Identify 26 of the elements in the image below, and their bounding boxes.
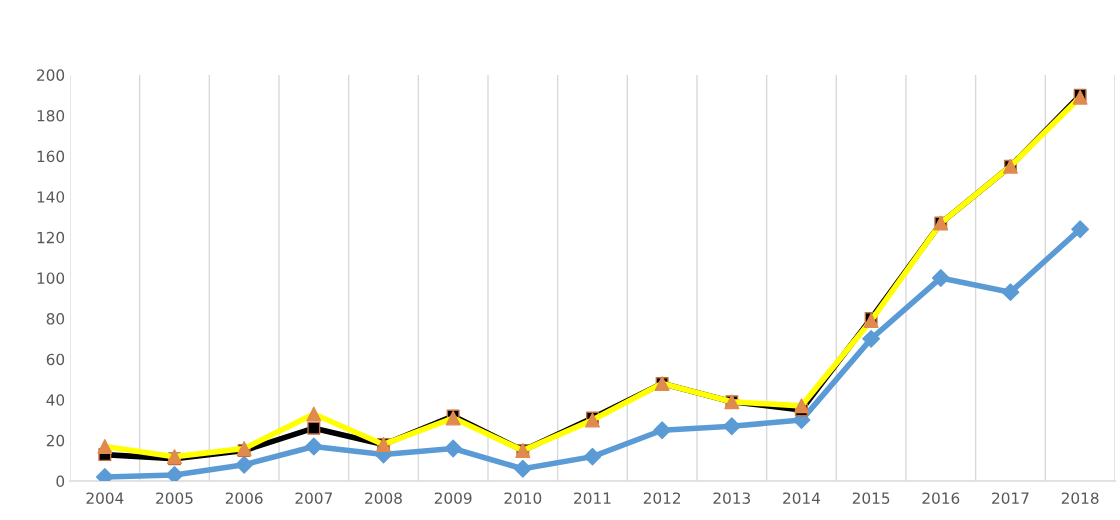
x-tick-label: 2010 <box>504 492 542 504</box>
x-tick-label: 2008 <box>365 492 402 504</box>
x-tick-label: 2013 <box>713 492 751 504</box>
y-tick-label: 40 <box>46 394 65 406</box>
y-tick-label: 180 <box>37 109 65 122</box>
y-tick-label: 200 <box>37 69 65 81</box>
y-tick-label: 140 <box>37 191 65 203</box>
x-tick-label: 2006 <box>225 492 263 504</box>
x-tick-label: 2005 <box>156 492 193 504</box>
x-tick-label: 2011 <box>574 492 611 504</box>
x-tick-label: 2017 <box>992 492 1029 504</box>
x-tick-label: 2004 <box>86 492 124 504</box>
x-tick-label: 2015 <box>852 492 890 504</box>
y-tick-label: 20 <box>46 434 65 447</box>
y-tick-label: 100 <box>37 272 65 284</box>
y-tick-label: 80 <box>46 313 65 325</box>
x-tick-label: 2007 <box>295 492 332 504</box>
y-tick-label: 120 <box>37 231 65 244</box>
x-tick-label: 2018 <box>1061 492 1099 504</box>
x-tick-label: 2014 <box>783 492 821 504</box>
y-tick-label: 0 <box>56 475 65 488</box>
y-tick-label: 160 <box>37 150 65 163</box>
x-tick-label: 2016 <box>922 492 960 504</box>
x-tick-label: 2009 <box>434 492 472 504</box>
x-tick-label: 2012 <box>643 492 681 504</box>
y-tick-label: 60 <box>46 353 65 366</box>
